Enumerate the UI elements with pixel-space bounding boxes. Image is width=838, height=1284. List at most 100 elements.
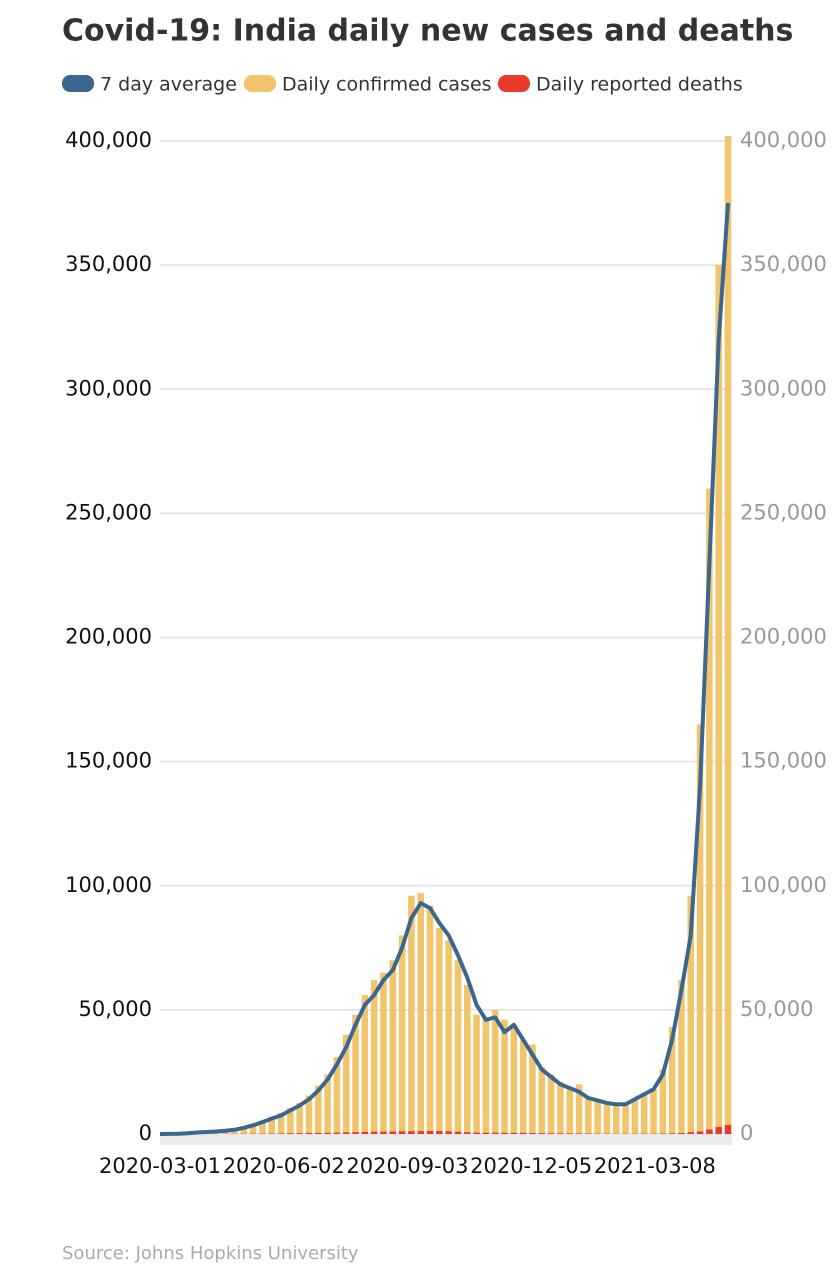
bar (492, 1133, 499, 1134)
bar (669, 1133, 676, 1134)
x-tick-label: 2020-09-03 (346, 1154, 468, 1178)
y-tick-label: 300,000 (65, 376, 152, 400)
bar (287, 1133, 294, 1134)
bar (548, 1133, 555, 1134)
bar (455, 960, 462, 1134)
bar (501, 1133, 508, 1134)
y-tick-label: 200,000 (65, 625, 152, 649)
bar (557, 1082, 564, 1134)
bar (483, 1133, 490, 1134)
bar (399, 935, 406, 1134)
bar (278, 1133, 285, 1134)
bar (557, 1133, 564, 1134)
chart-title: Covid-19: India daily new cases and deat… (62, 14, 793, 49)
bar (613, 1103, 620, 1134)
bar (296, 1133, 303, 1134)
legend-label: Daily confirmed cases (282, 74, 492, 96)
bar (706, 1130, 713, 1134)
bar (501, 1020, 508, 1134)
y2-tick-label: 150,000 (740, 749, 827, 773)
y-tick-label: 350,000 (65, 252, 152, 276)
bar (566, 1133, 573, 1134)
bar (511, 1133, 518, 1134)
bar (427, 1131, 434, 1134)
line (160, 203, 728, 1134)
bar (324, 1133, 331, 1134)
x-tick-label: 2020-03-01 (99, 1154, 221, 1178)
bar (464, 1132, 471, 1134)
bar (585, 1097, 592, 1134)
x-tick-label: 2020-12-05 (470, 1154, 592, 1178)
bar (539, 1133, 546, 1134)
bar (529, 1133, 536, 1134)
legend-label: Daily reported deaths (536, 74, 743, 96)
bar (390, 960, 397, 1134)
legend-swatch (62, 75, 94, 92)
y2-tick-label: 100,000 (740, 873, 827, 897)
y-tick-label: 150,000 (65, 749, 152, 773)
bar (622, 1105, 629, 1134)
y-tick-label: 50,000 (79, 997, 152, 1021)
bar (520, 1040, 527, 1134)
bar (427, 906, 434, 1134)
bar (520, 1133, 527, 1134)
bar (594, 1099, 601, 1134)
legend-swatch (498, 75, 530, 92)
bar (566, 1089, 573, 1134)
bar (380, 973, 387, 1134)
source: Source: Johns Hopkins University (62, 1243, 359, 1264)
bar (473, 1133, 480, 1134)
bar (334, 1133, 341, 1134)
bar (483, 1017, 490, 1134)
bar (445, 1131, 452, 1134)
bar (576, 1133, 583, 1134)
bar (445, 940, 452, 1134)
bar (371, 1132, 378, 1134)
bar (725, 136, 732, 1134)
y-tick-label: 250,000 (65, 500, 152, 524)
bar (436, 1131, 443, 1134)
bar (715, 1127, 722, 1134)
bar (399, 1131, 406, 1134)
bar (697, 1132, 704, 1134)
y-tick-label: 100,000 (65, 873, 152, 897)
x-axis-band (160, 1134, 732, 1145)
bar (473, 1015, 480, 1134)
bar (650, 1088, 657, 1134)
bar (380, 1132, 387, 1134)
bar (417, 893, 424, 1134)
bar (548, 1074, 555, 1134)
bar (306, 1133, 313, 1134)
bar (362, 1132, 369, 1134)
bar (632, 1100, 639, 1134)
x-tick-label: 2021-03-08 (594, 1154, 716, 1178)
bar (390, 1132, 397, 1134)
bar (362, 995, 369, 1134)
y2-tick-label: 350,000 (740, 252, 827, 276)
y2-tick-label: 200,000 (740, 625, 827, 649)
y2-tick-label: 400,000 (740, 128, 827, 152)
bar (539, 1067, 546, 1134)
bar (455, 1132, 462, 1134)
bar (725, 1125, 732, 1134)
bar (678, 1133, 685, 1134)
bar (604, 1102, 611, 1134)
bar (371, 980, 378, 1134)
bar (315, 1133, 322, 1134)
bar (352, 1132, 359, 1134)
bar (688, 1132, 695, 1134)
bar (641, 1093, 648, 1134)
x-tick-label: 2020-06-02 (223, 1154, 345, 1178)
bar (343, 1132, 350, 1134)
bar (408, 1131, 415, 1134)
y-tick-label: 400,000 (65, 128, 152, 152)
bar (436, 928, 443, 1134)
y2-tick-label: 300,000 (740, 376, 827, 400)
bar (511, 1025, 518, 1134)
bar (464, 985, 471, 1134)
y-tick-label: 0 (139, 1121, 152, 1145)
y2-tick-label: 50,000 (740, 997, 813, 1021)
y2-tick-label: 250,000 (740, 500, 827, 524)
